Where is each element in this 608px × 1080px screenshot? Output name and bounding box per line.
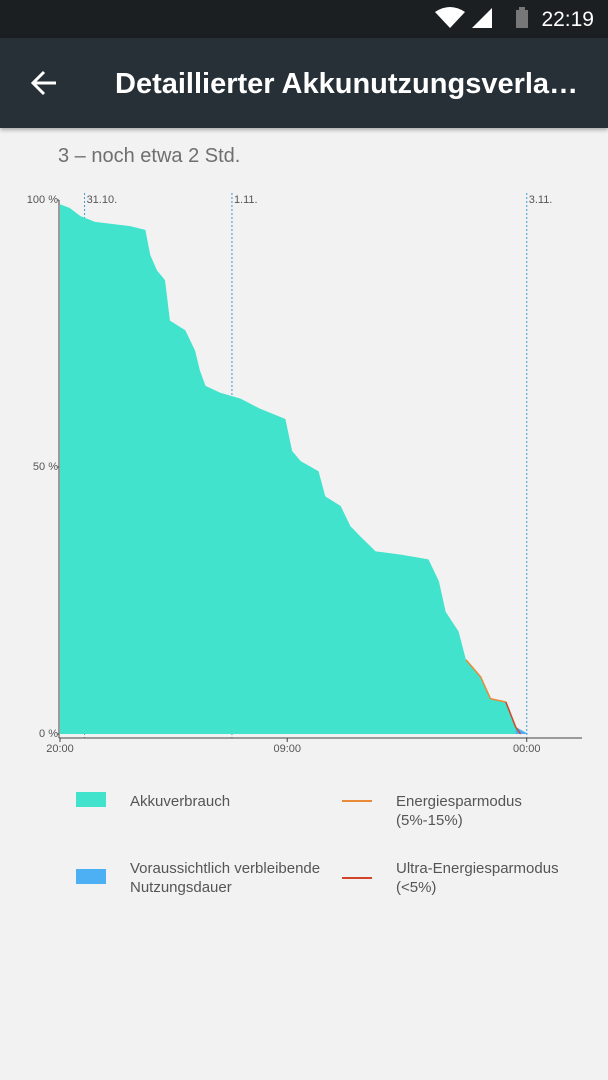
line [465, 659, 507, 703]
x-tick-label: 20:00 [46, 743, 74, 755]
app-bar: Detaillierter Akkunutzungsverla… [0, 38, 608, 128]
y-tick-label: 50 % [33, 461, 58, 473]
legend-label: Akkuverbrauch [130, 793, 231, 810]
status-bar: 22:19 [0, 0, 608, 38]
date-label: 31.10. [87, 194, 118, 206]
x-tick-label: 00:00 [513, 743, 541, 755]
back-button[interactable] [26, 63, 66, 103]
status-icons [435, 7, 528, 28]
legend-swatch [76, 792, 106, 807]
area [60, 204, 521, 735]
legend-swatch [342, 877, 372, 879]
x-tick-label: 09:00 [273, 743, 301, 755]
legend-swatch [76, 869, 106, 884]
chart: 31.10. 1.11. 3.11. 0 % 50 % 100 % 20:00 09:00 00… [27, 193, 582, 755]
line [505, 701, 522, 735]
legend-label: Energiesparmodus (5%-15%) [396, 793, 522, 829]
date-label: 3.11. [529, 194, 553, 206]
legend-swatch [342, 800, 372, 802]
y-tick-label: 0 % [39, 728, 58, 740]
y-tick-label: 100 % [27, 194, 58, 206]
legend-label: Ultra-Energiesparmodus (<5%) [396, 860, 559, 896]
date-label: 1.11. [234, 194, 258, 206]
clock: 22:19 [541, 8, 594, 31]
legend-label: Voraussichtlich verbleibende Nutzungsdau… [130, 860, 321, 896]
app-title: Detaillierter Akkunutzungsverla… [115, 68, 579, 100]
subtitle: 3 – noch etwa 2 Std. [58, 145, 241, 167]
